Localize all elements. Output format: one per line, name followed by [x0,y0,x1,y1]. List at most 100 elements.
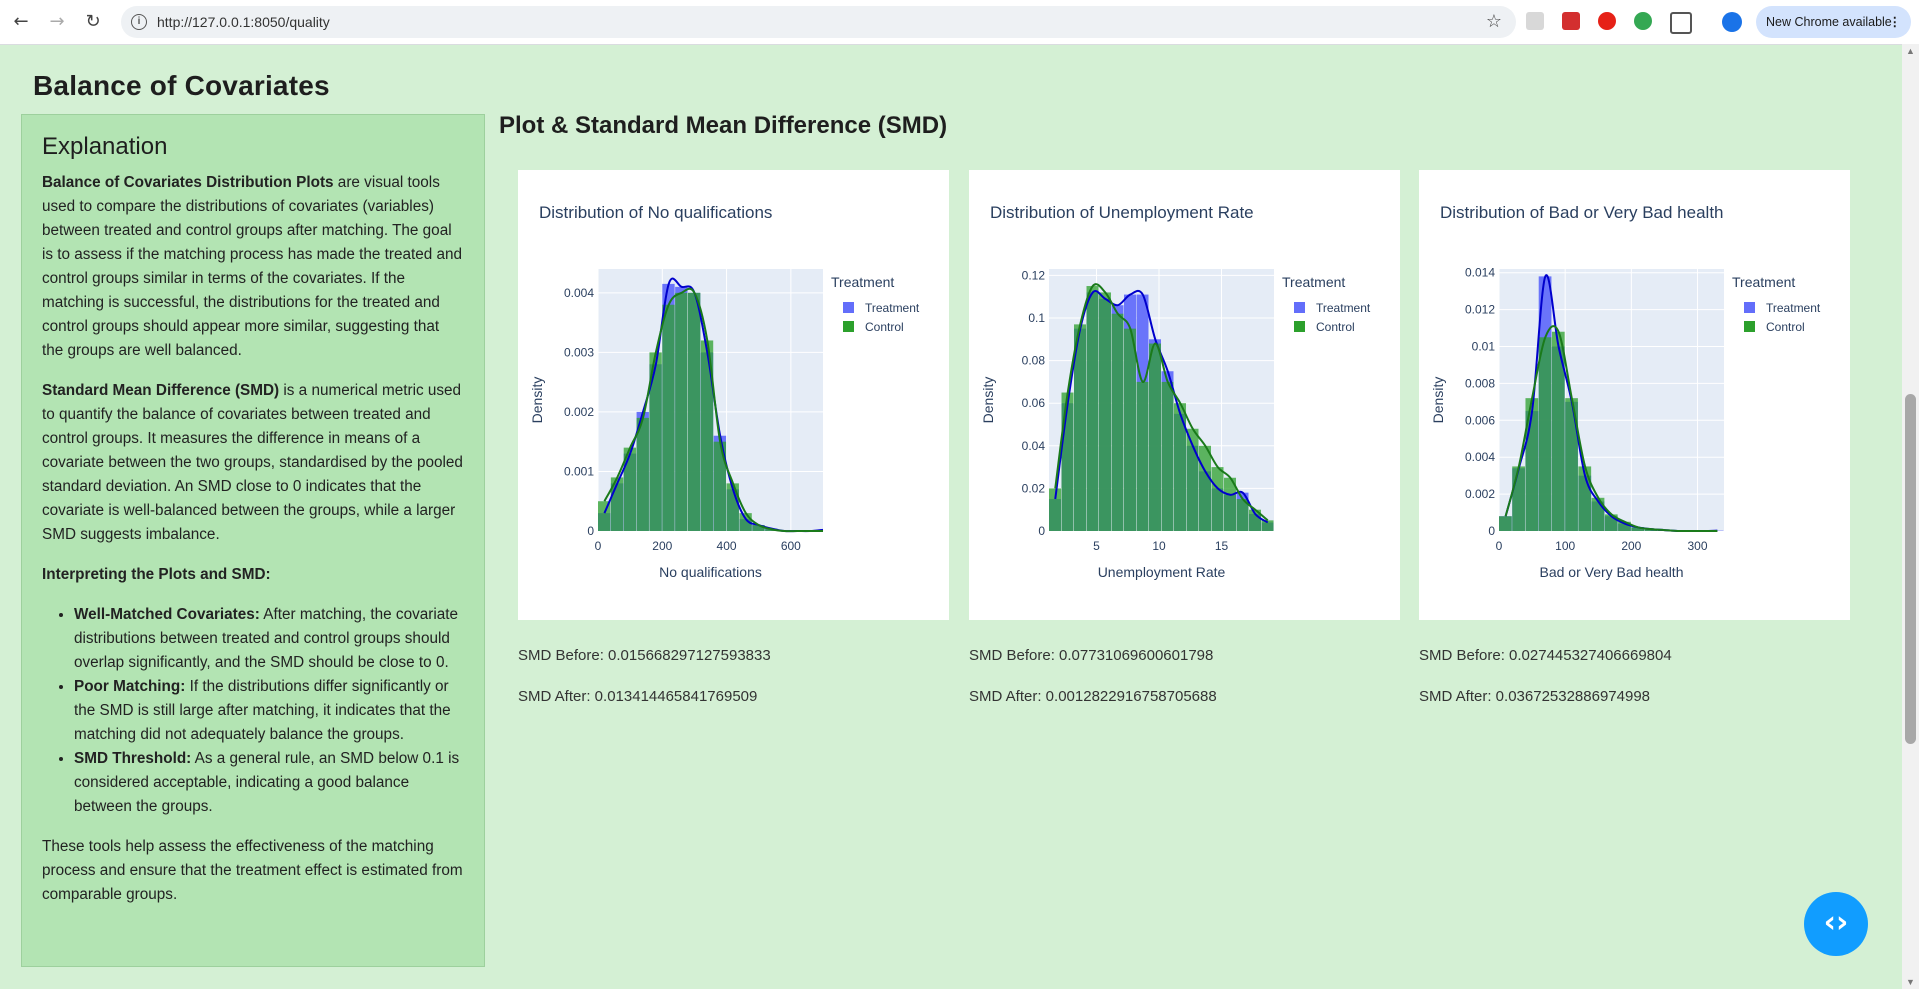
bar-control [1136,381,1149,531]
x-tick-label: 100 [1555,539,1575,553]
bar-control [1199,445,1211,531]
smd-after-text: SMD After: 0.013414465841769509 [518,688,758,705]
legend-label-treatment: Treatment [1766,301,1821,315]
profile-avatar-icon[interactable] [1722,12,1742,32]
address-bar[interactable]: i http://127.0.0.1:8050/quality ☆ [121,6,1516,38]
scroll-up-arrow-icon[interactable]: ▲ [1906,46,1915,56]
list-item: SMD Threshold: As a general rule, an SMD… [74,747,464,819]
bullet-text: After matching, the covariate distributi… [74,606,459,671]
explanation-paragraph-3: Interpreting the Plots and SMD: [42,563,464,587]
legend-swatch-control [1744,321,1755,332]
bar-control [1261,520,1274,531]
x-tick-label: 0 [1496,539,1503,553]
y-tick-label: 0.08 [1022,354,1046,368]
menu-kebab-icon[interactable]: ⋮ [1888,15,1902,29]
scroll-down-arrow-icon[interactable]: ▼ [1906,977,1915,987]
legend-swatch-treatment [1294,302,1305,313]
debug-code-toggle-button[interactable]: ‹› [1804,892,1868,956]
y-tick-label: 0 [1488,524,1495,538]
legend-label-treatment: Treatment [865,301,920,315]
page-scrollbar[interactable]: ▲ ▼ [1902,44,1919,989]
interpretation-list: Well-Matched Covariates: After matching,… [42,603,464,819]
explanation-paragraph-1: Balance of Covariates Distribution Plots… [42,171,464,363]
bullet-bold: SMD Threshold: [74,750,192,767]
sync-extension-icon[interactable] [1634,12,1652,30]
explanation-panel: Explanation Balance of Covariates Distri… [21,114,485,967]
bar-control [1086,286,1099,531]
explanation-p2-text: is a numerical metric used to quantify t… [42,382,463,543]
chart-svg-1[interactable]: 0 0.02 0.04 0.06 0.08 0.1 0.12 5 10 15 Unemploymen… [969,170,1400,620]
bullet-text: As a general rule, an SMD below 0.1 is c… [74,750,460,815]
bar-control [1061,392,1074,531]
x-tick-label: 600 [781,539,801,553]
record-extension-icon[interactable] [1598,12,1616,30]
bar-control [1551,331,1565,531]
bar-control [1211,467,1224,531]
bar-control [649,352,662,531]
legend-title: Treatment [1732,274,1795,290]
y-tick-label: 0.002 [1465,487,1495,501]
document-extension-icon[interactable] [1526,12,1544,30]
back-icon[interactable]: ← [13,11,29,32]
chart-svg-0[interactable]: 0 0.001 0.002 0.003 0.004 0 200 400 600 No qualif… [518,170,949,620]
scroll-thumb[interactable] [1905,394,1916,744]
y-tick-label: 0 [587,524,594,538]
y-axis-title: Density [980,377,996,424]
x-tick-label: 400 [717,539,737,553]
bar-control [700,340,714,531]
bar-control [1618,521,1631,531]
y-axis-title: Density [529,377,545,424]
new-chrome-available-button[interactable]: New Chrome available ⋮ [1756,6,1911,38]
y-tick-label: 0.01 [1472,339,1496,353]
bar-control [1049,488,1061,531]
bar-control [1161,381,1174,531]
y-axis-title: Density [1430,377,1446,424]
code-brackets-icon: ‹› [1823,905,1849,940]
y-tick-label: 0.006 [1465,413,1495,427]
x-axis-title: Bad or Very Bad health [1540,564,1684,580]
chart-title: Distribution of Bad or Very Bad health [1440,203,1724,222]
bar-control [1124,328,1136,531]
chart-title: Distribution of Unemployment Rate [990,203,1254,222]
y-tick-label: 0.002 [564,405,594,419]
chart-svg-2[interactable]: 0 0.002 0.004 0.006 0.008 0.01 0.012 0.014 0 100 2… [1419,170,1850,620]
bar-control [1224,477,1236,531]
page-title: Balance of Covariates [33,70,330,101]
y-tick-label: 0.1 [1028,311,1045,325]
legend-title: Treatment [831,274,894,290]
bar-control [623,447,637,531]
puzzle-extensions-icon[interactable] [1670,12,1692,34]
y-tick-label: 0.012 [1465,303,1495,317]
legend-label-treatment: Treatment [1316,301,1371,315]
bookmark-star-icon[interactable]: ☆ [1485,11,1502,32]
y-tick-label: 0.004 [1465,450,1495,464]
legend-label-control: Control [1316,320,1355,334]
bar-control [1512,466,1525,531]
forward-icon[interactable]: → [49,11,65,32]
bar-control [1111,313,1124,531]
list-item: Poor Matching: If the distributions diff… [74,675,464,747]
red-extension-icon[interactable] [1562,12,1580,30]
url-text: http://127.0.0.1:8050/quality [157,14,330,30]
smd-after-text: SMD After: 0.03672532886974998 [1419,688,1651,705]
bullet-text: If the distributions differ significantl… [74,678,451,743]
reload-icon[interactable]: ↻ [85,11,101,32]
x-axis-title: No qualifications [659,564,762,580]
x-tick-label: 15 [1215,539,1229,553]
bar-control [1499,516,1512,531]
plot-card-no-qualifications: Distribution of No qualifications 0 0.001… [518,170,949,620]
bar-control [1249,509,1261,531]
bar-control [1099,292,1111,531]
bar-control [1631,527,1645,531]
bar-control [1565,398,1578,531]
site-info-icon[interactable]: i [131,14,147,30]
x-tick-label: 5 [1093,539,1100,553]
list-item: Well-Matched Covariates: After matching,… [74,603,464,675]
plots-section-title: Plot & Standard Mean Difference (SMD) [499,112,948,139]
bullet-bold: Well-Matched Covariates: [74,606,260,623]
density-line-control [603,287,823,533]
density-line-control [1054,283,1269,522]
legend-label-control: Control [1766,320,1805,334]
smd-after-text: SMD After: 0.0012822916758705688 [969,688,1217,705]
density-line-control [1504,325,1718,533]
